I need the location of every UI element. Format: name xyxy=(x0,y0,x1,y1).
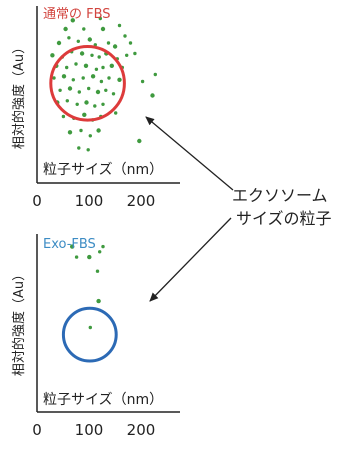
data-point xyxy=(88,134,93,138)
data-point xyxy=(83,63,89,68)
data-point xyxy=(63,26,68,32)
data-point xyxy=(82,27,86,31)
data-point xyxy=(74,255,79,259)
data-point xyxy=(117,77,122,83)
callout-arrow-bottom xyxy=(149,217,232,302)
data-point xyxy=(79,51,85,56)
chart-exo-fbs: Exo-FBS 粒子サイズ（nm） 相対的強度（Au） 0 100 200 xyxy=(11,234,180,439)
x-axis-label-top: 粒子サイズ（nm） xyxy=(43,162,163,178)
data-point xyxy=(76,39,81,43)
data-point xyxy=(84,100,89,105)
data-point xyxy=(88,325,93,330)
data-point xyxy=(153,72,157,77)
data-point xyxy=(97,55,101,59)
data-point xyxy=(70,18,76,23)
data-point xyxy=(123,34,127,38)
data-point xyxy=(95,89,101,95)
x-tick-100-bottom: 100 xyxy=(75,421,104,439)
data-point xyxy=(112,44,118,49)
data-point xyxy=(75,102,79,107)
callout-line-1: エクソソーム xyxy=(232,186,328,205)
data-point xyxy=(98,250,102,254)
data-point xyxy=(98,16,103,21)
data-point xyxy=(58,88,62,93)
plot-area-top xyxy=(40,10,180,184)
data-point xyxy=(107,76,111,80)
data-point xyxy=(140,79,145,84)
data-point xyxy=(56,40,62,46)
data-point xyxy=(87,37,93,42)
x-tick-0-top: 0 xyxy=(32,192,42,210)
data-point xyxy=(90,53,94,57)
data-point xyxy=(125,53,129,57)
data-point xyxy=(133,51,137,56)
chart-normal-fbs: 通常の FBS 粒子サイズ（nm） 相対的強度（Au） 0 100 200 xyxy=(11,6,180,210)
data-point xyxy=(101,102,105,107)
data-point xyxy=(95,269,100,273)
points-group-top xyxy=(50,16,157,152)
data-point xyxy=(70,244,75,249)
chart-title-top: 通常の FBS xyxy=(43,7,111,22)
points-group-bottom xyxy=(70,244,105,330)
data-point xyxy=(137,138,142,144)
exosome-size-circle-top xyxy=(49,45,126,122)
data-point xyxy=(150,93,155,98)
data-point xyxy=(77,90,82,94)
data-point xyxy=(93,104,97,108)
data-point xyxy=(65,99,70,103)
data-point xyxy=(71,78,76,82)
x-tick-0-bottom: 0 xyxy=(32,421,42,439)
data-point xyxy=(101,244,105,249)
data-point xyxy=(87,254,92,260)
x-axis-label-bottom: 粒子サイズ（nm） xyxy=(43,392,163,408)
data-point xyxy=(96,128,101,133)
x-tick-200-bottom: 200 xyxy=(127,421,156,439)
data-point xyxy=(61,74,67,79)
data-point xyxy=(87,86,91,91)
data-point xyxy=(77,146,81,150)
data-point xyxy=(67,130,73,135)
data-point xyxy=(104,88,108,93)
data-point xyxy=(79,128,83,133)
data-point xyxy=(81,76,85,80)
data-point xyxy=(82,112,87,118)
data-point xyxy=(94,67,99,72)
data-point xyxy=(117,23,122,28)
data-point xyxy=(65,65,69,70)
exosome-size-circle-bottom xyxy=(61,306,118,363)
callout-line-2: サイズの粒子 xyxy=(236,209,332,228)
data-point xyxy=(52,76,56,80)
callout-arrow-top xyxy=(145,116,234,191)
data-point xyxy=(109,63,115,68)
data-point xyxy=(128,41,133,45)
data-point xyxy=(100,26,106,32)
data-point xyxy=(67,86,73,91)
x-tick-100-top: 100 xyxy=(75,192,104,210)
data-point xyxy=(101,65,105,70)
data-point xyxy=(86,148,90,152)
data-point xyxy=(96,298,101,304)
data-point xyxy=(106,41,111,45)
plot-area-bottom xyxy=(40,238,180,412)
y-axis-label-bottom: 相対的強度（Au） xyxy=(11,268,27,376)
chart-title-bottom: Exo-FBS xyxy=(43,237,96,252)
data-point xyxy=(67,36,71,40)
data-point xyxy=(90,74,96,79)
data-point xyxy=(61,114,66,119)
x-tick-200-top: 200 xyxy=(127,192,156,210)
data-point xyxy=(114,111,118,115)
data-point xyxy=(74,62,78,66)
data-point xyxy=(99,79,104,84)
exosome-callout: エクソソーム サイズの粒子 xyxy=(145,116,332,302)
data-point xyxy=(111,92,116,96)
data-point xyxy=(50,53,55,58)
y-axis-label-top: 相対的強度（Au） xyxy=(11,41,27,149)
